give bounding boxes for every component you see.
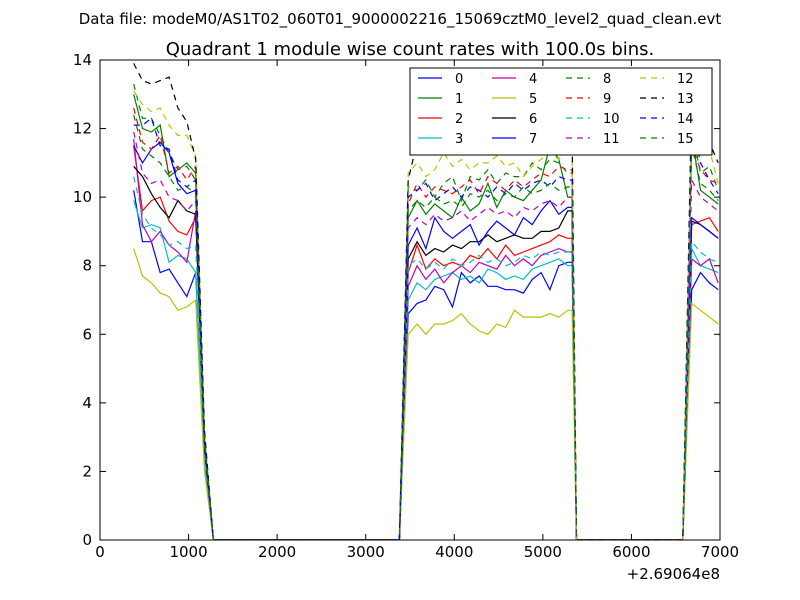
- series-layer: [133, 63, 719, 540]
- legend-label-12: 12: [677, 72, 694, 87]
- y-tick-label: 2: [82, 462, 92, 480]
- legend-label-10: 10: [603, 112, 620, 127]
- data-file-label: Data file: modeM0/AS1T02_060T01_90000022…: [79, 10, 722, 29]
- legend-label-8: 8: [603, 72, 611, 87]
- legend-box: [409, 67, 713, 156]
- legend-label-7: 7: [529, 132, 537, 147]
- x-tick-label: 6000: [612, 543, 650, 561]
- x-tick-label: 1000: [169, 543, 207, 561]
- x-tick-label: 7000: [701, 543, 739, 561]
- legend-label-3: 3: [455, 132, 463, 147]
- y-tick-label: 10: [73, 188, 92, 206]
- legend-label-14: 14: [677, 112, 694, 127]
- y-tick-label: 4: [82, 394, 92, 412]
- series-line-5: [133, 248, 719, 540]
- legend-label-1: 1: [455, 92, 463, 107]
- x-tick-label: 2000: [258, 543, 296, 561]
- legend-label-6: 6: [529, 112, 537, 127]
- plot-frame: [99, 59, 721, 541]
- legend-label-15: 15: [677, 132, 694, 147]
- series-line-15: [133, 114, 719, 540]
- y-tick-label: 6: [82, 325, 92, 343]
- chart-title: Quadrant 1 module wise count rates with …: [166, 39, 655, 60]
- legend-label-2: 2: [455, 112, 463, 127]
- y-tick-label: 0: [82, 531, 92, 549]
- y-tick-label: 14: [73, 51, 92, 69]
- legend-label-0: 0: [455, 72, 463, 87]
- x-tick-label: 3000: [347, 543, 385, 561]
- legend-label-11: 11: [603, 132, 620, 147]
- x-tick-label: 0: [95, 543, 105, 561]
- legend-label-4: 4: [529, 72, 537, 87]
- legend-label-13: 13: [677, 92, 694, 107]
- y-tick-label: 12: [73, 120, 92, 138]
- y-tick-label: 8: [82, 257, 92, 275]
- legend-label-9: 9: [603, 92, 611, 107]
- x-offset-label: +2.69064e8: [627, 565, 720, 583]
- x-tick-label: 4000: [435, 543, 473, 561]
- x-tick-label: 5000: [524, 543, 562, 561]
- legend-label-5: 5: [529, 92, 537, 107]
